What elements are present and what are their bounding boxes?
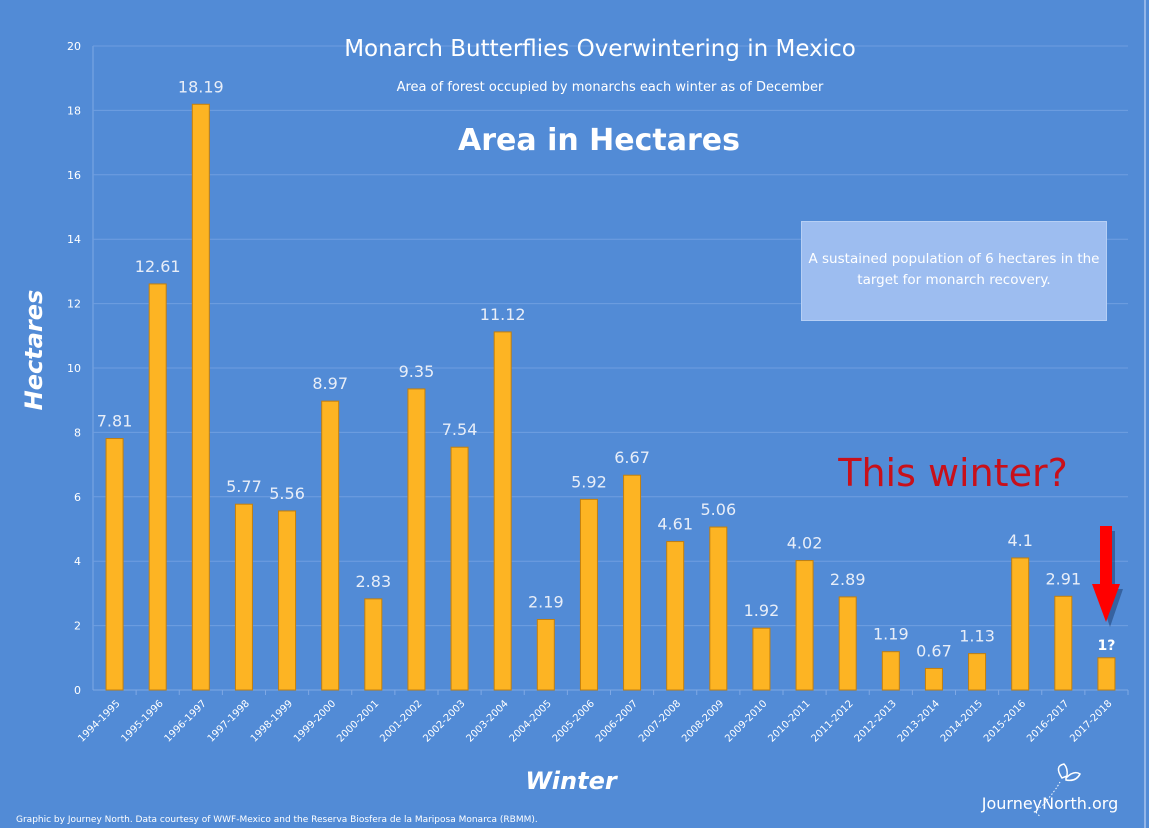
x-tick-label: 2011-2012 (809, 698, 855, 744)
data-label: 6.67 (614, 448, 650, 467)
data-label: 7.54 (442, 420, 478, 439)
x-tick-label: 2005-2006 (551, 698, 597, 744)
bar (321, 400, 340, 691)
x-tick-label: 1996-1997 (163, 698, 209, 744)
target-note-box: A sustained population of 6 hectares in … (801, 221, 1107, 321)
data-label: 1.13 (959, 627, 995, 646)
x-tick-label: 2012-2013 (853, 698, 899, 744)
bar (1097, 657, 1116, 691)
data-label: 12.61 (135, 257, 181, 276)
chart-heading: Area in Hectares (458, 123, 740, 158)
data-label: 11.12 (480, 305, 526, 324)
x-tick-label: 2009-2010 (723, 698, 769, 744)
x-axis-label: Winter (525, 767, 619, 795)
x-tick-label: 2007-2008 (637, 698, 683, 744)
bar (278, 510, 297, 691)
data-label: 1.92 (744, 601, 780, 620)
y-tick-label: 14 (67, 233, 81, 246)
data-label: 7.81 (97, 412, 133, 431)
bar (191, 103, 210, 691)
data-label: 5.06 (701, 500, 737, 519)
bar (234, 503, 253, 691)
chart-title: Monarch Butterflies Overwintering in Mex… (344, 36, 856, 62)
data-label: 4.1 (1007, 531, 1032, 550)
chart-subtitle: Area of forest occupied by monarchs each… (397, 80, 824, 95)
x-tick-label: 2016-2017 (1025, 698, 1071, 744)
data-label: 18.19 (178, 77, 224, 96)
data-label: 2.91 (1046, 569, 1082, 588)
data-label: 2.89 (830, 570, 866, 589)
x-tick-label: 1994-1995 (76, 698, 122, 744)
bar (493, 331, 512, 691)
y-tick-label: 20 (67, 40, 81, 53)
x-tick-label: 2013-2014 (896, 698, 942, 744)
x-tick-label: 2003-2004 (464, 698, 510, 744)
bar (407, 388, 426, 691)
data-label: 1.19 (873, 625, 909, 644)
bar (623, 474, 642, 691)
bar (364, 598, 383, 691)
y-tick-label: 18 (67, 104, 81, 117)
red-arrow-icon (1092, 526, 1123, 627)
x-tick-label: 1997-1998 (206, 698, 252, 744)
y-axis-label: Hectares (20, 290, 48, 411)
x-tick-label: 2014-2015 (939, 698, 985, 744)
bar (148, 283, 167, 691)
x-tick-label: 2008-2009 (680, 698, 726, 744)
bar (752, 627, 771, 691)
data-label: 8.97 (312, 374, 348, 393)
butterfly-logo-icon (1036, 763, 1081, 817)
bar (881, 651, 900, 691)
data-label: 1? (1098, 638, 1116, 654)
y-tick-label: 12 (67, 298, 81, 311)
data-label: 5.92 (571, 472, 607, 491)
x-tick-label: 2004-2005 (508, 698, 554, 744)
bar (105, 438, 124, 691)
bar (968, 653, 987, 691)
bar (1011, 557, 1030, 691)
data-label: 5.77 (226, 477, 262, 496)
data-label: 4.02 (787, 534, 823, 553)
data-label: 9.35 (399, 362, 435, 381)
y-tick-label: 16 (67, 169, 81, 182)
footer-credit: Graphic by Journey North. Data courtesy … (16, 815, 538, 825)
bar (450, 446, 469, 691)
target-note-text: A sustained population of 6 hectares in … (808, 251, 1100, 288)
x-tick-label: 2001-2002 (378, 698, 424, 744)
data-label: 4.61 (657, 515, 693, 534)
data-label: 2.83 (356, 572, 392, 591)
x-tick-label: 2006-2007 (594, 698, 640, 744)
data-label: 5.56 (269, 484, 305, 503)
x-tick-label: 1998-1999 (249, 698, 295, 744)
bar (924, 667, 943, 691)
x-tick-label: 2015-2016 (982, 698, 1028, 744)
x-tick-label: 2017-2018 (1068, 698, 1114, 744)
bar (536, 618, 555, 691)
bar (709, 526, 728, 691)
bar (795, 560, 814, 691)
y-tick-label: 8 (74, 426, 81, 439)
bar (838, 596, 857, 691)
journeynorth-logo-text: JourneyNorth.org (981, 794, 1118, 813)
bar (666, 541, 685, 691)
y-tick-label: 4 (74, 555, 81, 568)
data-label: 2.19 (528, 592, 564, 611)
bar (579, 498, 598, 691)
y-tick-label: 10 (67, 362, 81, 375)
x-tick-label: 2000-2001 (335, 698, 381, 744)
y-tick-label: 0 (74, 684, 81, 697)
x-tick-label: 1995-1996 (119, 698, 165, 744)
callout-text: This winter? (837, 451, 1068, 495)
bar (1054, 595, 1073, 691)
data-label: 0.67 (916, 641, 952, 660)
y-tick-label: 2 (74, 620, 81, 633)
x-tick-label: 2010-2011 (766, 698, 812, 744)
x-tick-label: 1999-2000 (292, 698, 338, 744)
y-tick-label: 6 (74, 491, 81, 504)
x-tick-label: 2002-2003 (421, 698, 467, 744)
